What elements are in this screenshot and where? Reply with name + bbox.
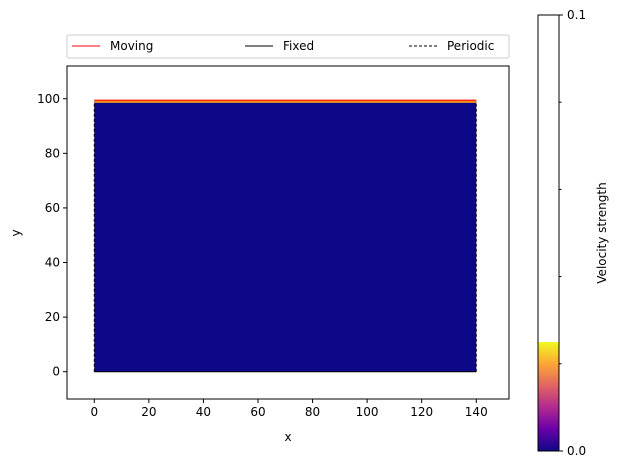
boundary-lines: [93, 99, 477, 373]
colorbar: 0.0 0.1 Velocity strength: [537, 8, 609, 458]
velocity-field: [94, 101, 477, 372]
plot-frame: [66, 65, 510, 400]
x-axis-ticks: 0 20 40 60 80 100 120 140: [90, 399, 488, 419]
legend: Moving Fixed Periodic: [66, 34, 510, 59]
y-tick-label: 0: [52, 365, 60, 379]
top-velocity-band: [94, 100, 477, 103]
colorbar-ticks: 0.0 0.1: [559, 8, 586, 458]
colorbar-tick-label: 0.1: [567, 8, 586, 22]
main-plot: 0 20 40 60 80 100 120 140 0 20 40 60 80 100 x y: [9, 65, 510, 444]
colorbar-fill: [538, 342, 559, 451]
y-axis-ticks: 0 20 40 60 80 100: [37, 92, 67, 379]
x-tick-label: 80: [305, 405, 320, 419]
legend-periodic-label: Periodic: [447, 39, 494, 53]
x-tick-label: 20: [141, 405, 156, 419]
x-tick-label: 0: [90, 405, 98, 419]
y-tick-label: 80: [45, 146, 60, 160]
y-tick-label: 20: [45, 310, 60, 324]
y-tick-label: 40: [45, 256, 60, 270]
legend-fixed-label: Fixed: [283, 39, 314, 53]
x-tick-label: 140: [465, 405, 488, 419]
x-axis-label: x: [284, 430, 291, 444]
legend-box: [66, 34, 510, 59]
y-axis-label: y: [9, 229, 23, 236]
colorbar-tick-label: 0.0: [567, 444, 586, 458]
x-tick-label: 60: [250, 405, 265, 419]
y-tick-label: 100: [37, 92, 60, 106]
colorbar-frame: [537, 14, 560, 452]
x-tick-label: 40: [196, 405, 211, 419]
legend-moving-label: Moving: [110, 39, 153, 53]
y-tick-label: 60: [45, 201, 60, 215]
legend-entries: Moving Fixed Periodic: [72, 39, 494, 53]
x-tick-label: 100: [356, 405, 379, 419]
x-tick-label: 120: [410, 405, 433, 419]
colorbar-label: Velocity strength: [595, 182, 609, 283]
